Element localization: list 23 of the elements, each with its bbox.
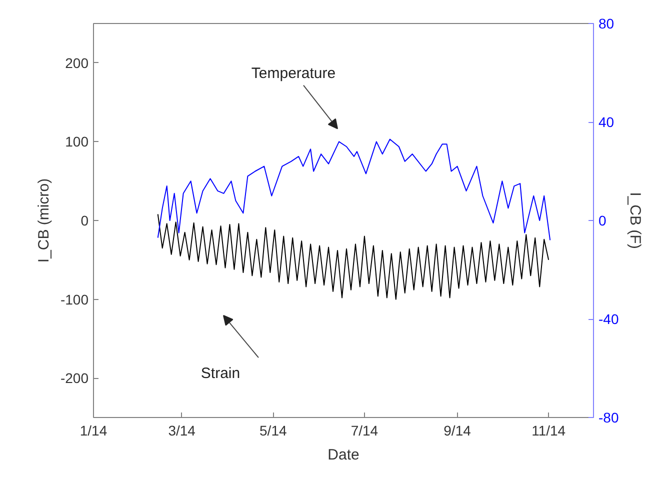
y-tick-label: 100 [65,134,89,150]
x-axis-title: Date [328,446,360,464]
y-tick-label: 200 [65,54,89,71]
x-tick-label: 1/14 [80,422,108,438]
y-tick-label: 0 [80,212,89,228]
line-series [157,214,550,300]
y2-tick-label: 0 [598,212,606,228]
y2-tick-label: 80 [598,16,614,32]
annotation: Temperature [251,65,336,82]
y-tick-label: -200 [60,370,89,386]
y-axis-title: I_CB (micro) [35,178,52,263]
y2-tick-label: -40 [598,311,619,327]
x-tick-label: 3/14 [168,422,196,438]
y2-axis-title: I_CB (F) [626,192,644,249]
y-tick-label: -100 [60,291,89,308]
x-tick-label: 5/14 [260,422,287,438]
x-tick-label: 9/14 [444,422,472,438]
y2-tick-label: -80 [598,410,619,426]
y2-tick-label: 40 [598,114,614,130]
annotation: Strain [200,364,240,382]
line-series [157,138,551,241]
x-tick-label: 7/14 [350,422,378,438]
x-tick-label: 11/14 [532,422,566,438]
